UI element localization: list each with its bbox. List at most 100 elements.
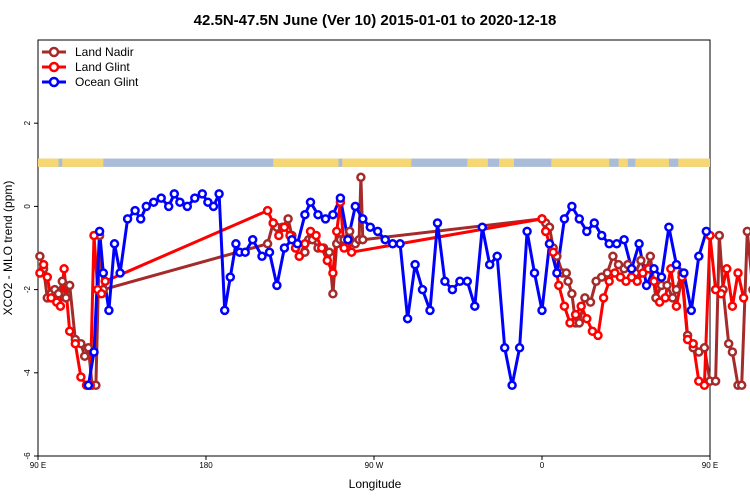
data-point-land-nadir xyxy=(262,239,273,249)
data-point-land-nadir xyxy=(710,376,721,386)
data-point-ocean-glint xyxy=(104,305,114,316)
data-point-land-nadir xyxy=(358,234,368,245)
data-point-ocean-glint xyxy=(148,197,159,207)
land-segment xyxy=(38,158,59,167)
data-point-land-nadir xyxy=(736,380,747,391)
data-point-ocean-glint xyxy=(484,259,495,270)
data-point-land-glint xyxy=(42,272,53,282)
data-point-land-glint xyxy=(570,309,581,320)
data-point-land-glint xyxy=(671,301,682,311)
data-point-land-glint xyxy=(593,330,603,341)
y-tick-label: 2 xyxy=(23,120,32,125)
land-segment xyxy=(499,158,514,167)
data-point-ocean-glint xyxy=(656,272,667,282)
x-tick-label: 0 xyxy=(540,461,545,470)
data-point-land-glint xyxy=(733,268,743,278)
data-point-ocean-glint xyxy=(686,305,697,316)
data-point-land-glint xyxy=(38,259,49,270)
data-point-ocean-glint xyxy=(197,189,208,199)
data-point-ocean-glint xyxy=(492,251,502,262)
data-point-ocean-glint xyxy=(350,201,361,212)
data-point-ocean-glint xyxy=(567,201,577,212)
data-point-land-glint xyxy=(554,280,564,291)
data-point-land-glint xyxy=(76,372,86,382)
data-point-ocean-glint xyxy=(664,222,674,232)
data-point-ocean-glint xyxy=(649,264,659,274)
data-point-ocean-glint xyxy=(214,189,224,199)
data-point-ocean-glint xyxy=(372,226,383,237)
data-point-land-glint xyxy=(262,205,273,216)
data-point-land-nadir xyxy=(283,214,293,224)
data-point-land-nadir xyxy=(53,289,64,299)
legend-label-land-nadir: Land Nadir xyxy=(75,45,134,59)
data-point-ocean-glint xyxy=(395,239,405,249)
data-point-land-glint xyxy=(328,268,338,278)
data-point-ocean-glint xyxy=(122,214,133,224)
data-point-land-glint xyxy=(300,239,310,249)
data-point-ocean-glint xyxy=(522,226,532,237)
data-point-ocean-glint xyxy=(589,218,600,228)
data-point-ocean-glint xyxy=(432,218,443,228)
data-point-ocean-glint xyxy=(582,226,592,237)
data-point-land-nadir xyxy=(714,230,725,241)
data-point-land-glint xyxy=(294,251,305,262)
data-point-land-nadir xyxy=(79,351,90,361)
data-point-land-glint xyxy=(660,293,670,303)
data-point-ocean-glint xyxy=(300,209,310,220)
x-axis: 90 E 180 90 W 0 90 E xyxy=(30,456,718,470)
data-point-ocean-glint xyxy=(219,305,230,316)
data-point-ocean-glint xyxy=(455,276,465,287)
y-axis: -6 -4 -2 0 2 xyxy=(23,120,38,460)
data-point-land-nadir xyxy=(671,284,682,295)
data-point-land-glint xyxy=(59,264,69,274)
data-point-ocean-glint xyxy=(292,239,303,249)
data-point-ocean-glint xyxy=(679,268,689,278)
data-point-ocean-glint xyxy=(247,234,258,245)
data-point-ocean-glint xyxy=(619,234,629,245)
data-point-ocean-glint xyxy=(410,259,420,270)
land-segment xyxy=(551,158,610,167)
data-point-land-glint xyxy=(70,338,81,349)
data-point-land-glint xyxy=(331,226,342,237)
data-point-land-nadir xyxy=(61,293,71,303)
data-point-ocean-glint xyxy=(169,189,180,199)
data-point-land-glint xyxy=(268,218,278,228)
data-point-land-nadir xyxy=(645,251,656,262)
data-point-land-glint xyxy=(632,276,642,287)
data-point-land-glint xyxy=(716,289,726,299)
data-point-land-glint xyxy=(548,247,558,257)
data-point-ocean-glint xyxy=(240,247,250,257)
data-point-ocean-glint xyxy=(156,193,166,203)
data-point-ocean-glint xyxy=(320,214,331,224)
legend-label-land-glint: Land Glint xyxy=(75,60,130,74)
data-point-ocean-glint xyxy=(264,247,275,257)
legend-marker-land-nadir xyxy=(48,46,60,58)
land-ocean-bar xyxy=(38,158,710,167)
data-point-land-nadir xyxy=(57,276,68,287)
data-point-land-glint xyxy=(279,222,290,232)
data-point-land-nadir xyxy=(602,268,613,278)
data-point-ocean-glint xyxy=(89,347,99,357)
data-point-ocean-glint xyxy=(231,239,241,249)
data-point-ocean-glint xyxy=(225,272,236,282)
data-point-ocean-glint xyxy=(559,214,570,224)
data-point-ocean-glint xyxy=(182,201,193,212)
data-point-ocean-glint xyxy=(470,301,480,311)
data-point-ocean-glint xyxy=(305,197,316,207)
data-point-ocean-glint xyxy=(634,239,644,249)
data-point-ocean-glint xyxy=(537,305,547,316)
data-point-land-nadir xyxy=(563,276,573,287)
series-points xyxy=(35,172,750,391)
data-point-land-nadir xyxy=(667,293,678,303)
y-axis-label: XCO2 - MLO trend (ppm) xyxy=(1,181,15,316)
series-line-land-glint xyxy=(38,200,746,387)
data-point-ocean-glint xyxy=(208,201,219,212)
chart-title: 42.5N-47.5N June (Ver 10) 2015-01-01 to … xyxy=(194,12,557,29)
land-segment xyxy=(342,158,412,167)
data-point-land-glint xyxy=(346,247,357,257)
data-point-ocean-glint xyxy=(604,239,614,249)
data-point-ocean-glint xyxy=(380,234,390,245)
data-point-land-nadir xyxy=(356,172,366,183)
data-point-land-glint xyxy=(576,301,586,311)
data-point-ocean-glint xyxy=(514,343,525,353)
